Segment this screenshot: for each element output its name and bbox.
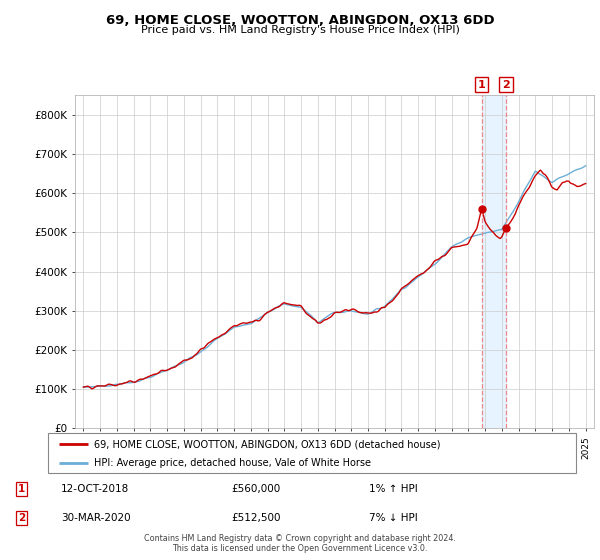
Text: 69, HOME CLOSE, WOOTTON, ABINGDON, OX13 6DD (detached house): 69, HOME CLOSE, WOOTTON, ABINGDON, OX13 … xyxy=(94,439,441,449)
Text: 1% ↑ HPI: 1% ↑ HPI xyxy=(369,484,418,494)
Text: £560,000: £560,000 xyxy=(231,484,280,494)
Text: Price paid vs. HM Land Registry's House Price Index (HPI): Price paid vs. HM Land Registry's House … xyxy=(140,25,460,35)
Text: 1: 1 xyxy=(18,484,25,494)
Text: HPI: Average price, detached house, Vale of White Horse: HPI: Average price, detached house, Vale… xyxy=(94,458,371,468)
Text: £512,500: £512,500 xyxy=(231,513,280,523)
Text: Contains HM Land Registry data © Crown copyright and database right 2024.
This d: Contains HM Land Registry data © Crown c… xyxy=(144,534,456,553)
Bar xyxy=(482,95,506,428)
Text: 7% ↓ HPI: 7% ↓ HPI xyxy=(369,513,418,523)
Text: 2: 2 xyxy=(18,513,25,523)
Text: 2: 2 xyxy=(502,80,510,90)
Text: 1: 1 xyxy=(478,80,485,90)
FancyBboxPatch shape xyxy=(48,433,576,473)
Text: 30-MAR-2020: 30-MAR-2020 xyxy=(61,513,131,523)
Text: 69, HOME CLOSE, WOOTTON, ABINGDON, OX13 6DD: 69, HOME CLOSE, WOOTTON, ABINGDON, OX13 … xyxy=(106,14,494,27)
Text: 12-OCT-2018: 12-OCT-2018 xyxy=(61,484,129,494)
